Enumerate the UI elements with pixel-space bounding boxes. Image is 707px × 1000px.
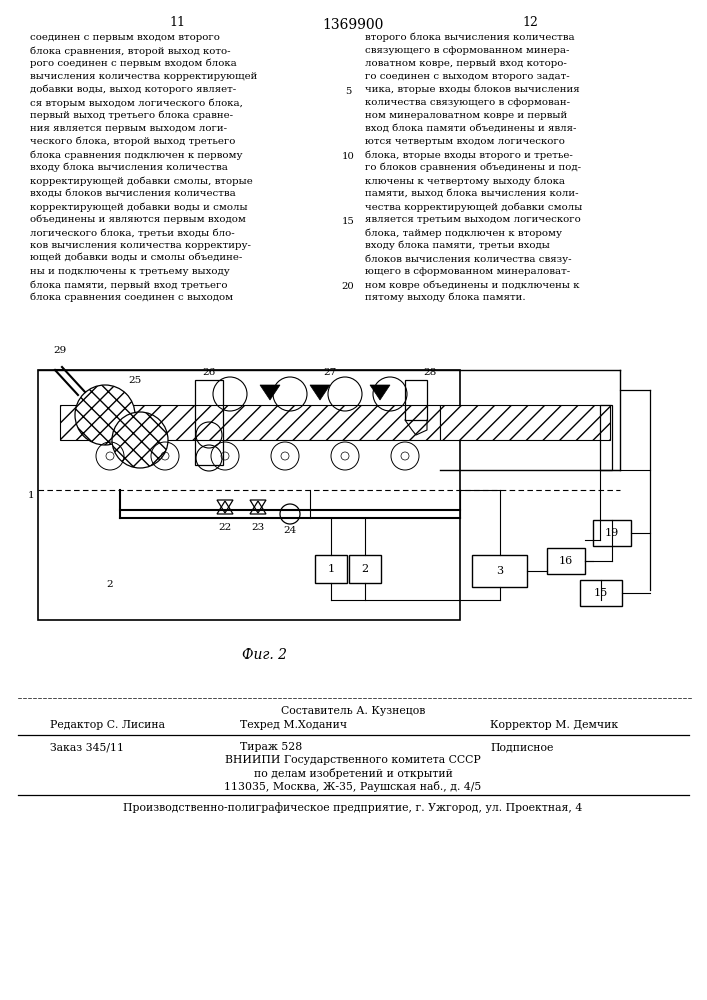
- Text: входу блока памяти, третьи входы: входу блока памяти, третьи входы: [365, 241, 550, 250]
- Text: блока, таймер подключен к второму: блока, таймер подключен к второму: [365, 228, 562, 237]
- Circle shape: [112, 412, 168, 468]
- Text: 23: 23: [252, 523, 264, 532]
- Bar: [405, 380, 427, 420]
- Bar: [472, 555, 527, 587]
- Text: 1: 1: [327, 564, 334, 574]
- Text: Фиг. 2: Фиг. 2: [243, 648, 288, 662]
- Text: является третьим выходом логического: является третьим выходом логического: [365, 215, 580, 224]
- Bar: [60, 405, 440, 440]
- Text: 1369900: 1369900: [322, 18, 384, 32]
- Text: ном ковре объединены и подключены к: ном ковре объединены и подключены к: [365, 280, 580, 290]
- Text: 2: 2: [361, 564, 368, 574]
- Text: го соединен с выходом второго задат-: го соединен с выходом второго задат-: [365, 72, 570, 81]
- Text: Техред М.Ходанич: Техред М.Ходанич: [240, 720, 347, 730]
- Text: 3: 3: [496, 566, 503, 576]
- Text: второго блока вычисления количества: второго блока вычисления количества: [365, 33, 575, 42]
- Text: 24: 24: [284, 526, 297, 535]
- Text: корректирующей добавки воды и смолы: корректирующей добавки воды и смолы: [30, 202, 247, 212]
- Text: объединены и являются первым входом: объединены и являются первым входом: [30, 215, 246, 225]
- Text: 20: 20: [341, 282, 354, 291]
- Text: ключены к четвертому выходу блока: ключены к четвертому выходу блока: [365, 176, 565, 186]
- Text: Тираж 528: Тираж 528: [240, 742, 303, 752]
- Bar: [440, 405, 610, 440]
- Text: блока сравнения подключен к первому: блока сравнения подключен к первому: [30, 150, 243, 159]
- Text: ния является первым выходом логи-: ния является первым выходом логи-: [30, 124, 227, 133]
- Bar: [195, 380, 223, 465]
- Text: го блоков сравнения объединены и под-: го блоков сравнения объединены и под-: [365, 163, 581, 172]
- Text: ющей добавки воды и смолы объедине-: ющей добавки воды и смолы объедине-: [30, 254, 243, 263]
- Text: рого соединен с первым входом блока: рого соединен с первым входом блока: [30, 59, 237, 68]
- Text: блока сравнения соединен с выходом: блока сравнения соединен с выходом: [30, 293, 233, 302]
- Text: Корректор М. Демчик: Корректор М. Демчик: [490, 720, 618, 730]
- Text: 1: 1: [28, 490, 34, 499]
- Text: соединен с первым входом второго: соединен с первым входом второго: [30, 33, 220, 42]
- Text: 22: 22: [218, 523, 232, 532]
- Text: добавки воды, выход которого являет-: добавки воды, выход которого являет-: [30, 85, 236, 95]
- Text: ющего в сформованном минераловат-: ющего в сформованном минераловат-: [365, 267, 571, 276]
- Polygon shape: [370, 385, 390, 400]
- Text: Заказ 345/11: Заказ 345/11: [50, 742, 124, 752]
- Circle shape: [75, 385, 135, 445]
- Text: 28: 28: [423, 368, 437, 377]
- Bar: [580, 580, 622, 606]
- Text: Производственно-полиграфическое предприятие, г. Ужгород, ул. Проектная, 4: Производственно-полиграфическое предприя…: [124, 802, 583, 813]
- Text: количества связующего в сформован-: количества связующего в сформован-: [365, 98, 570, 107]
- Text: ловатном ковре, первый вход которо-: ловатном ковре, первый вход которо-: [365, 59, 567, 68]
- Text: блока сравнения, второй выход кото-: блока сравнения, второй выход кото-: [30, 46, 230, 55]
- Text: входы блоков вычисления количества: входы блоков вычисления количества: [30, 189, 235, 198]
- Text: 2: 2: [107, 580, 113, 589]
- Bar: [593, 520, 631, 546]
- Text: Подписное: Подписное: [490, 742, 554, 752]
- Text: ков вычисления количества корректиру-: ков вычисления количества корректиру-: [30, 241, 251, 250]
- Text: 11: 11: [169, 15, 185, 28]
- Text: ВНИИПИ Государственного комитета СССР: ВНИИПИ Государственного комитета СССР: [225, 755, 481, 765]
- Text: 15: 15: [594, 588, 608, 598]
- Text: ном минераловатном ковре и первый: ном минераловатном ковре и первый: [365, 111, 567, 120]
- Text: 27: 27: [323, 368, 337, 377]
- Text: Редактор С. Лисина: Редактор С. Лисина: [50, 720, 165, 730]
- Text: блока, вторые входы второго и третье-: блока, вторые входы второго и третье-: [365, 150, 573, 159]
- Text: 19: 19: [605, 528, 619, 538]
- Text: памяти, выход блока вычисления коли-: памяти, выход блока вычисления коли-: [365, 189, 578, 198]
- Polygon shape: [260, 385, 280, 400]
- Text: 26: 26: [202, 368, 216, 377]
- Polygon shape: [310, 385, 330, 400]
- Text: вычисления количества корректирующей: вычисления количества корректирующей: [30, 72, 257, 81]
- Text: логического блока, третьи входы бло-: логического блока, третьи входы бло-: [30, 228, 235, 237]
- Bar: [600, 405, 612, 470]
- Bar: [38, 370, 460, 620]
- Bar: [315, 555, 347, 583]
- Text: ся вторым выходом логического блока,: ся вторым выходом логического блока,: [30, 98, 243, 107]
- Text: 12: 12: [522, 15, 538, 28]
- Text: ны и подключены к третьему выходу: ны и подключены к третьему выходу: [30, 267, 230, 276]
- Text: чика, вторые входы блоков вычисления: чика, вторые входы блоков вычисления: [365, 85, 580, 95]
- Text: по делам изобретений и открытий: по делам изобретений и открытий: [254, 768, 452, 779]
- Text: Составитель А. Кузнецов: Составитель А. Кузнецов: [281, 706, 425, 716]
- Text: корректирующей добавки смолы, вторые: корректирующей добавки смолы, вторые: [30, 176, 252, 186]
- Text: ются четвертым входом логического: ются четвертым входом логического: [365, 137, 565, 146]
- Text: вход блока памяти объединены и явля-: вход блока памяти объединены и явля-: [365, 124, 576, 133]
- Text: пятому выходу блока памяти.: пятому выходу блока памяти.: [365, 293, 525, 302]
- Text: 113035, Москва, Ж-35, Раушская наб., д. 4/5: 113035, Москва, Ж-35, Раушская наб., д. …: [224, 781, 481, 792]
- Text: 15: 15: [341, 217, 354, 226]
- Text: блока памяти, первый вход третьего: блока памяти, первый вход третьего: [30, 280, 228, 290]
- Text: блоков вычисления количества связу-: блоков вычисления количества связу-: [365, 254, 572, 263]
- Text: 25: 25: [129, 376, 141, 385]
- Text: первый выход третьего блока сравне-: первый выход третьего блока сравне-: [30, 111, 233, 120]
- Bar: [349, 555, 381, 583]
- Bar: [547, 548, 585, 574]
- Text: чества корректирующей добавки смолы: чества корректирующей добавки смолы: [365, 202, 583, 212]
- Text: 10: 10: [341, 152, 354, 161]
- Text: 29: 29: [53, 346, 66, 355]
- Text: ческого блока, второй выход третьего: ческого блока, второй выход третьего: [30, 137, 235, 146]
- Text: 16: 16: [559, 556, 573, 566]
- Text: связующего в сформованном минера-: связующего в сформованном минера-: [365, 46, 570, 55]
- Text: 5: 5: [345, 87, 351, 96]
- Text: входу блока вычисления количества: входу блока вычисления количества: [30, 163, 228, 172]
